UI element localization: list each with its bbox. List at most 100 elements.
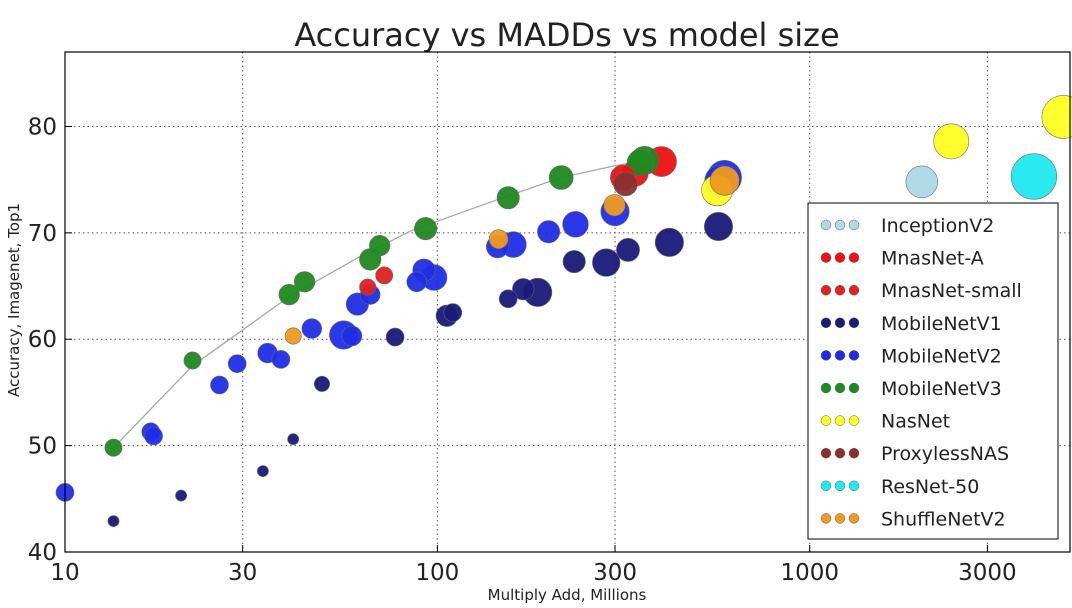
point-mobilenetv1 bbox=[385, 327, 405, 347]
point-mobilenetv3 bbox=[626, 149, 654, 176]
legend: InceptionV2 MnasNet-A MnasNet-small MobileN… bbox=[807, 202, 1059, 540]
point-mobilenetv2 bbox=[562, 211, 589, 238]
point-mnasnet-small bbox=[375, 266, 394, 285]
point-mobilenetv1 bbox=[443, 303, 463, 322]
legend-marker-nasnet bbox=[834, 415, 846, 426]
point-mobilenetv1 bbox=[703, 212, 733, 242]
legend-marker-nasnet bbox=[848, 415, 860, 426]
point-mobilenetv2 bbox=[144, 426, 163, 446]
point-mobilenetv2 bbox=[537, 220, 561, 244]
x-tick-label: 10 bbox=[50, 560, 79, 586]
point-shufflenetv2 bbox=[709, 165, 740, 196]
point-shufflenetv2 bbox=[284, 327, 302, 345]
legend-marker-mnasnet-small bbox=[848, 284, 860, 296]
legend-marker-shufflenetv2 bbox=[848, 513, 860, 524]
point-mobilenetv2 bbox=[301, 318, 322, 339]
point-mobilenetv3 bbox=[278, 284, 300, 306]
point-mobilenetv1 bbox=[313, 375, 330, 392]
y-tick-label: 60 bbox=[28, 327, 57, 353]
point-mobilenetv3 bbox=[369, 235, 391, 257]
legend-marker-mnasnet-a bbox=[820, 252, 832, 263]
legend-marker-mnasnet-a bbox=[834, 252, 846, 263]
legend-marker-mnasnet-a bbox=[848, 252, 860, 263]
axis-ticks: 10 30 100 300 1000 3000 40 50 60 70 80 bbox=[28, 114, 1017, 586]
point-mobilenetv3 bbox=[496, 186, 520, 210]
legend-marker-mobilenetv1 bbox=[834, 317, 846, 329]
point-mobilenetv2 bbox=[406, 271, 427, 292]
point-mobilenetv3 bbox=[414, 217, 438, 241]
legend-marker-mobilenetv3 bbox=[820, 382, 832, 394]
legend-marker-shufflenetv2 bbox=[820, 513, 832, 524]
x-tick-label: 30 bbox=[228, 560, 257, 586]
point-shufflenetv2 bbox=[488, 229, 509, 249]
legend-marker-mobilenetv2 bbox=[820, 350, 832, 361]
legend-label-shufflenetv2: ShuffleNetV2 bbox=[881, 508, 1006, 530]
x-tick-label: 3000 bbox=[958, 560, 1017, 586]
legend-marker-mobilenetv2 bbox=[834, 350, 846, 361]
legend-marker-resnet-50 bbox=[820, 480, 832, 492]
x-tick-label: 300 bbox=[593, 560, 637, 586]
point-mobilenetv1 bbox=[512, 278, 535, 301]
legend-marker-resnet-50 bbox=[834, 480, 846, 492]
legend-marker-shufflenetv2 bbox=[834, 513, 846, 524]
point-mobilenetv1 bbox=[287, 433, 300, 446]
point-mobilenetv3 bbox=[548, 165, 574, 190]
legend-marker-mnasnet-small bbox=[820, 284, 832, 296]
plot-frame bbox=[64, 51, 1071, 553]
legend-marker-proxylessnas bbox=[834, 447, 846, 459]
point-mobilenetv1 bbox=[175, 489, 187, 502]
y-tick-label: 40 bbox=[28, 540, 57, 566]
legend-marker-mnasnet-small bbox=[834, 284, 846, 296]
point-inceptionv2 bbox=[905, 165, 938, 199]
point-mobilenetv2 bbox=[210, 375, 229, 395]
point-mobilenetv3 bbox=[104, 438, 123, 457]
point-proxylessnas bbox=[613, 171, 638, 197]
legend-marker-mobilenetv1 bbox=[848, 317, 860, 329]
legend-marker-inceptionv2 bbox=[820, 219, 832, 231]
legend-marker-proxylessnas bbox=[848, 447, 860, 459]
legend-marker-mobilenetv1 bbox=[820, 317, 832, 329]
legend-label-mnasnet-a: MnasNet-A bbox=[881, 248, 984, 270]
legend-marker-inceptionv2 bbox=[834, 219, 846, 231]
legend-label-mobilenetv3: MobileNetV3 bbox=[881, 378, 1002, 400]
point-mobilenetv1 bbox=[562, 250, 586, 274]
y-axis-label: Accuracy, Imagenet, Top1 bbox=[5, 203, 23, 397]
point-nasnet bbox=[933, 123, 970, 160]
legend-marker-mobilenetv3 bbox=[834, 382, 846, 394]
legend-marker-nasnet bbox=[820, 415, 832, 426]
point-mobilenetv2 bbox=[341, 325, 363, 347]
data-points bbox=[55, 95, 1072, 527]
point-mobilenetv1 bbox=[616, 237, 640, 262]
legend-marker-mobilenetv2 bbox=[848, 350, 860, 361]
x-tick-label: 1000 bbox=[780, 560, 839, 586]
legend-label-proxylessnas: ProxylessNAS bbox=[881, 443, 1009, 465]
legend-label-mobilenetv2: MobileNetV2 bbox=[881, 345, 1002, 367]
point-mobilenetv2 bbox=[227, 354, 247, 374]
legend-marker-inceptionv2 bbox=[848, 219, 860, 231]
point-mobilenetv1 bbox=[107, 515, 120, 527]
point-mnasnet-small bbox=[359, 278, 377, 296]
y-tick-label: 80 bbox=[28, 114, 57, 140]
y-tick-label: 70 bbox=[28, 221, 57, 247]
point-mobilenetv3 bbox=[294, 271, 316, 293]
y-tick-label: 50 bbox=[28, 434, 57, 460]
legend-marker-proxylessnas bbox=[820, 447, 832, 459]
x-axis-label: Multiply Add, Millions bbox=[488, 586, 647, 604]
legend-label-resnet-50: ResNet-50 bbox=[881, 476, 979, 498]
legend-marker-mobilenetv3 bbox=[848, 382, 860, 394]
point-mobilenetv1 bbox=[256, 465, 269, 477]
legend-marker-resnet-50 bbox=[848, 480, 860, 492]
chart-title: Accuracy vs MADDs vs model size bbox=[294, 16, 839, 54]
pareto-frontier-line bbox=[113, 159, 645, 449]
point-nasnet bbox=[1041, 95, 1072, 139]
legend-label-mobilenetv1: MobileNetV1 bbox=[881, 313, 1002, 335]
legend-label-inceptionv2: InceptionV2 bbox=[881, 215, 994, 237]
point-mobilenetv1 bbox=[498, 289, 518, 309]
point-mobilenetv1 bbox=[592, 248, 621, 277]
point-mobilenetv3 bbox=[183, 351, 202, 370]
point-shufflenetv2 bbox=[603, 194, 626, 217]
point-mobilenetv1 bbox=[654, 227, 684, 257]
x-tick-label: 100 bbox=[415, 560, 459, 586]
legend-label-nasnet: NasNet bbox=[881, 411, 950, 433]
